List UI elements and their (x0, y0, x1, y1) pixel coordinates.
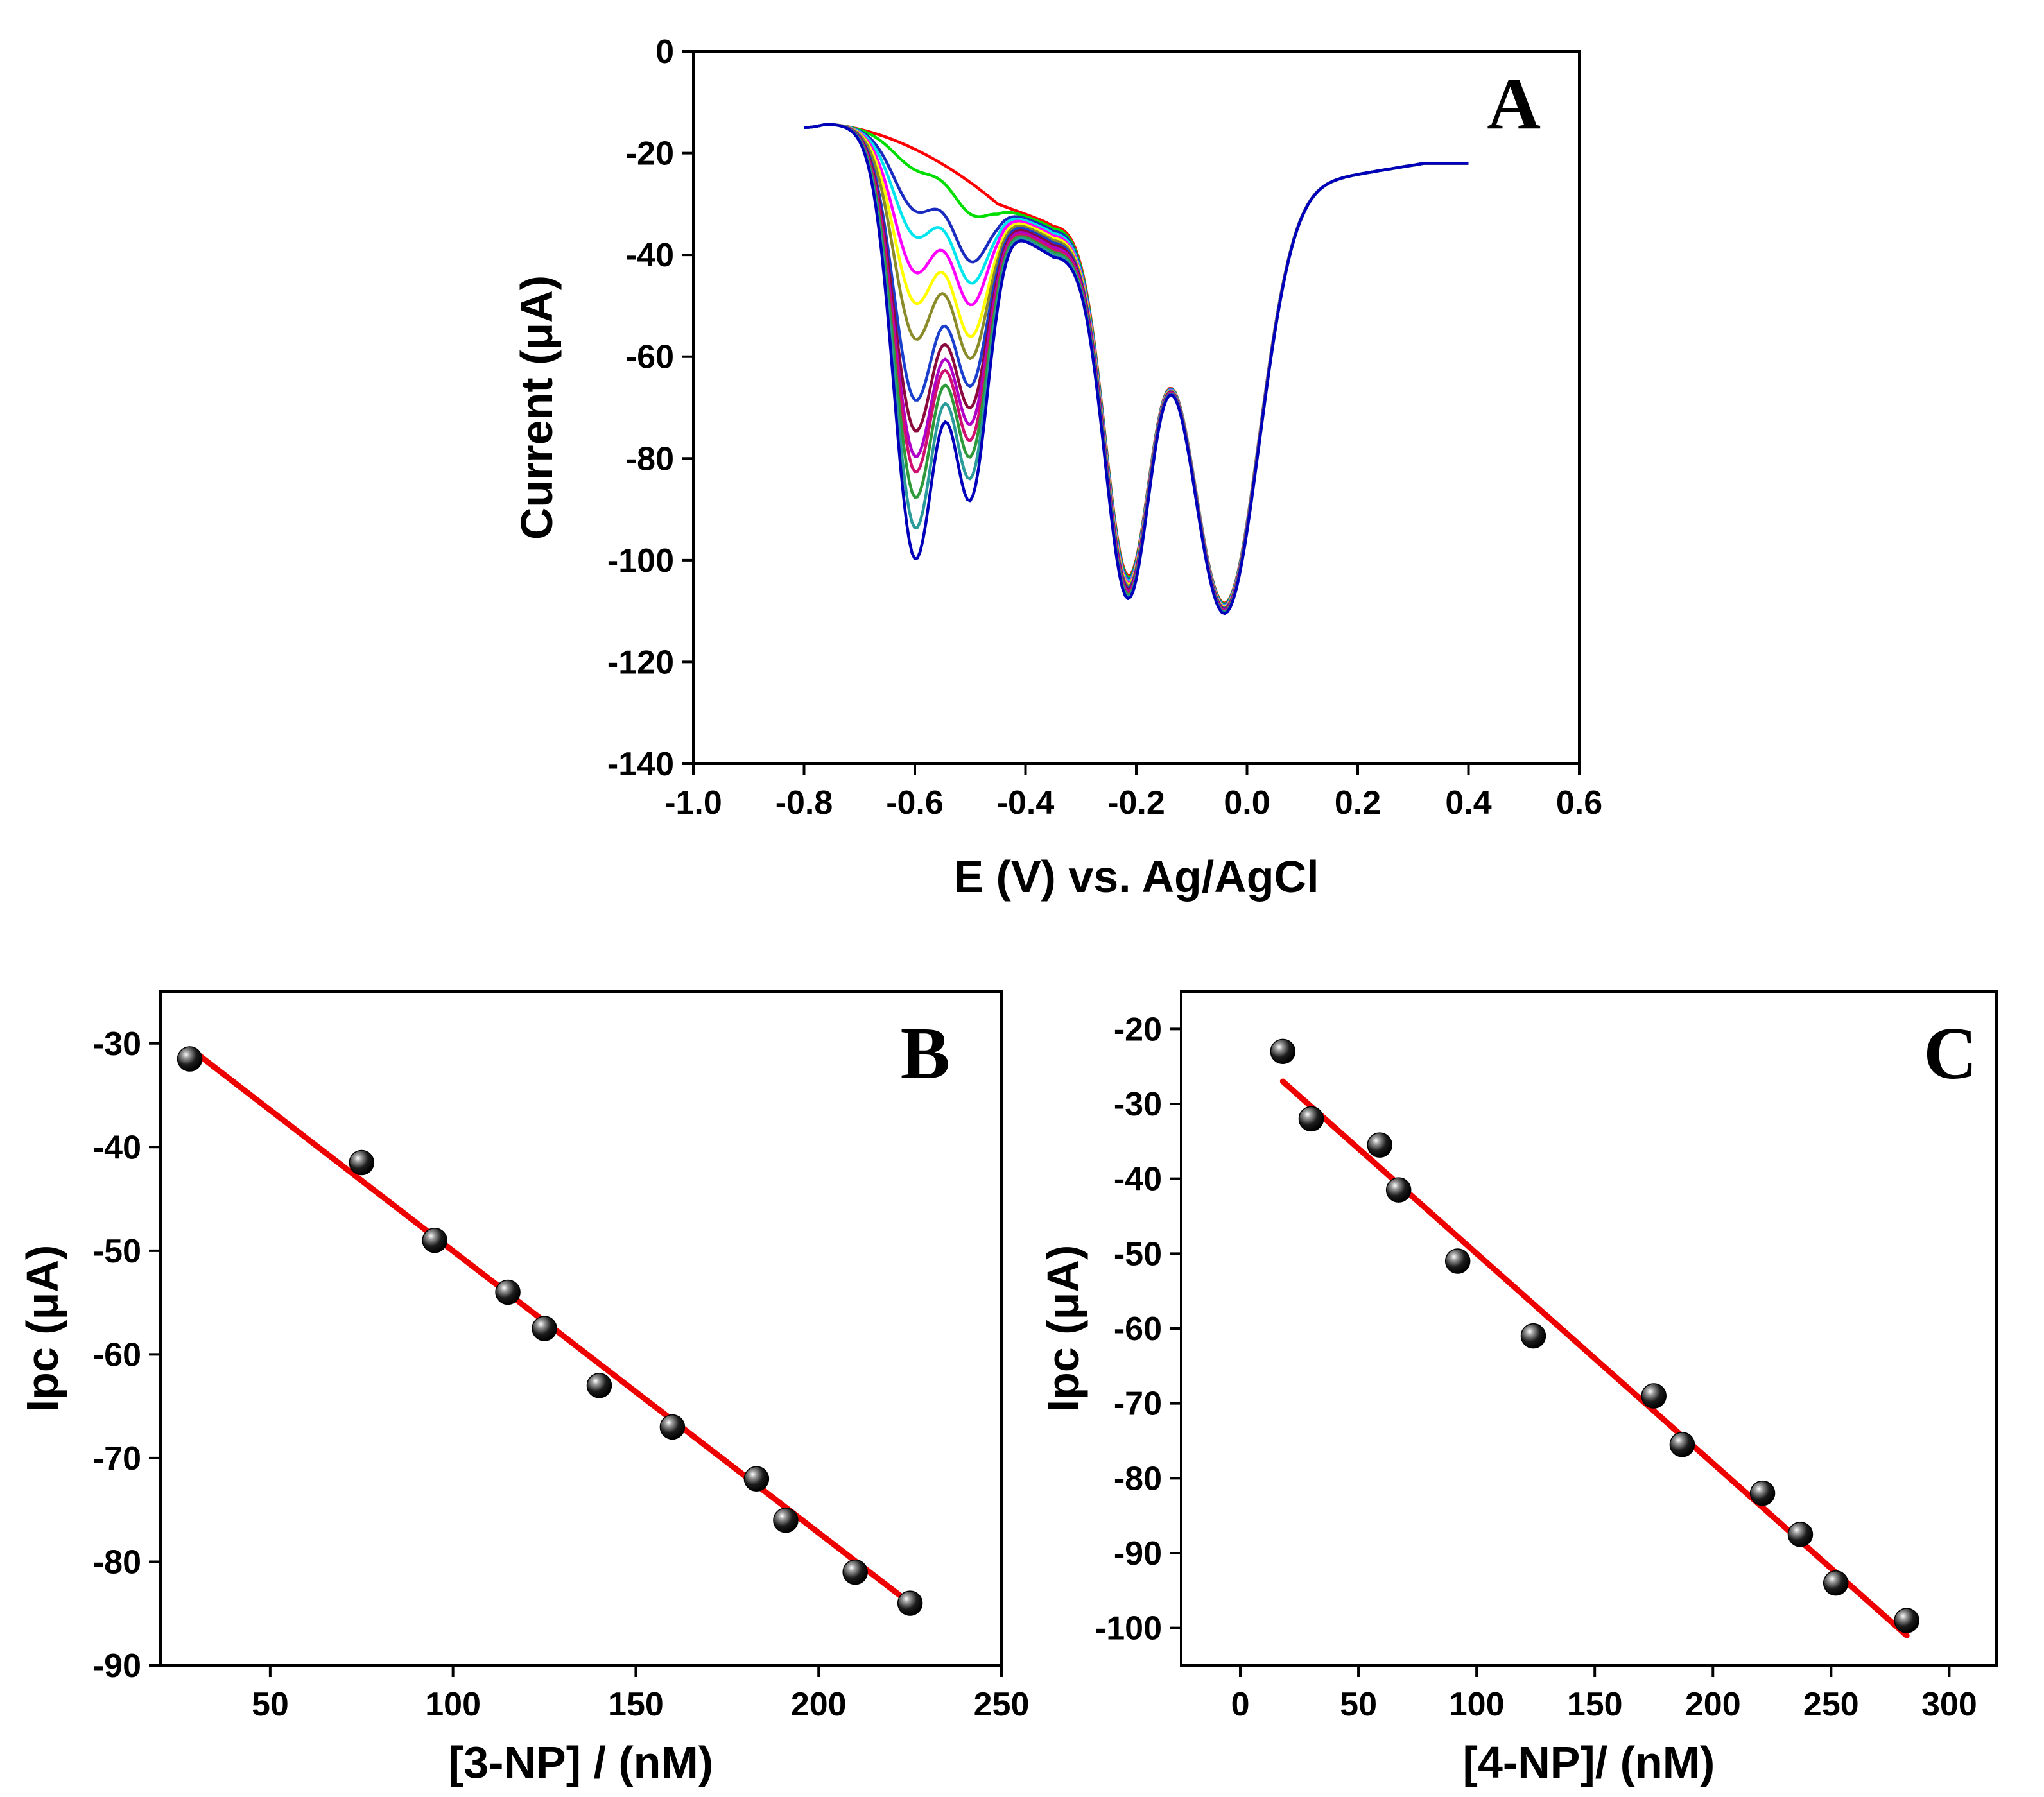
y-tick-label: -80 (93, 1543, 141, 1581)
panel-c-chart: 0 50 100 150 200 250 300 -20 -30 -40 -50 -60 -70 -80 -… (1038, 990, 1998, 1787)
x-tick-label: 0.6 (1556, 784, 1602, 821)
y-tick-label: -60 (93, 1336, 141, 1373)
data-point (1749, 1480, 1776, 1506)
y-tick-label: -70 (1114, 1386, 1162, 1423)
data-point (1367, 1132, 1392, 1158)
x-tick-label: -0.6 (886, 784, 944, 821)
x-axis-title: E (V) vs. Ag/AgCl (953, 852, 1319, 902)
x-axis-title: [4-NP]/ (nM) (1463, 1737, 1715, 1787)
x-tick-label: -0.4 (997, 784, 1055, 821)
data-point (897, 1590, 923, 1616)
y-tick-label: -40 (626, 237, 674, 274)
data-point (177, 1046, 203, 1072)
y-tick-label: -60 (626, 339, 674, 376)
data-point (1444, 1248, 1471, 1274)
x-tick-label: 0.0 (1224, 784, 1270, 821)
y-tick-label: -20 (626, 135, 674, 173)
y-tick-label: -40 (93, 1129, 141, 1166)
x-tick-label: 200 (791, 1686, 847, 1723)
data-point (349, 1149, 375, 1176)
data-point (1823, 1570, 1849, 1596)
x-tick-label: 0.4 (1445, 784, 1491, 821)
voltammogram-curve-14 (804, 123, 1469, 615)
data-point (1641, 1383, 1667, 1409)
data-point (1520, 1323, 1546, 1349)
y-tick-label: -60 (1114, 1311, 1162, 1348)
data-point (495, 1279, 521, 1305)
data-point (1787, 1522, 1814, 1547)
y-tick-label: -30 (93, 1026, 141, 1063)
y-tick-label: -120 (607, 644, 674, 681)
y-tick-label: -70 (93, 1440, 141, 1477)
y-tick-label: -30 (1114, 1086, 1162, 1123)
y-tick-label: -40 (1114, 1161, 1162, 1198)
y-tick-label: -80 (1114, 1460, 1162, 1497)
panel-label: B (901, 1013, 950, 1095)
x-tick-label: 250 (974, 1686, 1030, 1723)
x-tick-label: 0 (1231, 1686, 1250, 1723)
data-point (1298, 1106, 1324, 1132)
x-tick-label: -0.8 (775, 784, 833, 821)
data-point (1894, 1608, 1919, 1633)
x-tick-label: 0.2 (1335, 784, 1381, 821)
data-point (773, 1508, 799, 1533)
y-tick-label: -20 (1114, 1011, 1162, 1048)
x-tick-label: 250 (1803, 1686, 1859, 1723)
data-point (743, 1466, 770, 1492)
x-tick-label: -0.2 (1107, 784, 1165, 821)
y-tick-label: -90 (1114, 1535, 1162, 1572)
data-point (1385, 1177, 1412, 1203)
panel-label: A (1487, 63, 1541, 145)
y-tick-label: -140 (607, 746, 674, 783)
plot-frame (692, 50, 1581, 765)
x-tick-label: -1.0 (664, 784, 722, 821)
regression-line (1279, 1078, 1910, 1638)
y-tick-label: -80 (626, 440, 674, 477)
data-point (532, 1316, 557, 1341)
x-tick-label: 50 (1340, 1686, 1377, 1723)
x-tick-label: 300 (1921, 1686, 1977, 1723)
y-axis-title: Ipc (μA) (17, 1245, 67, 1413)
y-tick-label: -50 (93, 1233, 141, 1270)
y-tick-label: -90 (93, 1647, 141, 1685)
x-axis-title: [3-NP] / (nM) (449, 1737, 713, 1787)
data-point (1669, 1432, 1695, 1457)
y-axis-title: Current (μA) (512, 275, 562, 540)
panel-a-chart: -1.0 -0.8 -0.6 -0.4 -0.2 0.0 0.2 0.4 0.6 0 -20 -40 -… (512, 33, 1602, 902)
x-tick-label: 150 (608, 1686, 664, 1723)
panel-b-chart: 50 100 150 200 250 -30 -40 -50 -60 -70 -80 -90 [3-NP… (17, 990, 1030, 1787)
plot-frame (159, 990, 1003, 1667)
x-tick-label: 50 (252, 1686, 289, 1723)
y-tick-label: -50 (1114, 1235, 1162, 1273)
data-point (842, 1559, 868, 1585)
y-tick-label: -100 (1095, 1610, 1162, 1647)
y-axis-title: Ipc (μA) (1038, 1245, 1088, 1413)
panel-label: C (1923, 1013, 1977, 1095)
data-point (1270, 1038, 1296, 1065)
x-tick-label: 200 (1685, 1686, 1741, 1723)
x-tick-label: 100 (425, 1686, 481, 1723)
y-tick-label: 0 (655, 33, 674, 71)
data-point (422, 1227, 447, 1253)
data-point (659, 1414, 686, 1440)
x-tick-label: 150 (1567, 1686, 1623, 1723)
plot-frame (1180, 990, 1998, 1667)
data-point (586, 1373, 612, 1398)
x-tick-label: 100 (1449, 1686, 1505, 1723)
y-tick-label: -100 (607, 542, 674, 580)
